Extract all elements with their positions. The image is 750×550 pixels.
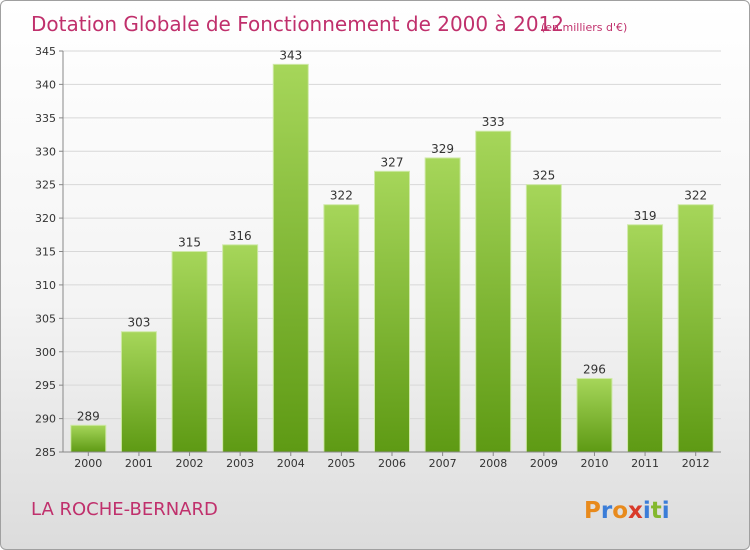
- y-tick-label: 285: [35, 446, 56, 459]
- y-tick-label: 315: [35, 246, 56, 259]
- data-label-2012: 322: [684, 189, 707, 203]
- y-tick-label: 345: [35, 45, 56, 58]
- proxiti-logo: Proxiti: [584, 498, 670, 524]
- x-tick-label-2007: 2007: [429, 457, 457, 470]
- x-tick-label-2000: 2000: [74, 457, 102, 470]
- data-label-2010: 296: [583, 362, 606, 376]
- bar-2003: [222, 244, 259, 453]
- bar-2009: [525, 184, 562, 453]
- bar-2007: [424, 157, 461, 453]
- data-label-2000: 289: [77, 409, 100, 423]
- logo-letter: i: [643, 498, 651, 524]
- y-tick-label: 295: [35, 379, 56, 392]
- bar-2012: [677, 204, 714, 453]
- y-tick-label: 325: [35, 179, 56, 192]
- x-tick-label-2005: 2005: [327, 457, 355, 470]
- logo-letter: x: [628, 498, 643, 524]
- y-tick-label: 310: [35, 279, 56, 292]
- y-tick-label: 320: [35, 212, 56, 225]
- data-label-2004: 343: [279, 48, 302, 62]
- y-tick-label: 305: [35, 312, 56, 325]
- x-tick-label-2001: 2001: [125, 457, 153, 470]
- bar-2005: [323, 204, 360, 453]
- bar-2001: [120, 331, 157, 453]
- chart-title: Dotation Globale de Fonctionnement de 20…: [31, 12, 564, 36]
- x-tick-label-2002: 2002: [176, 457, 204, 470]
- y-tick-label: 335: [35, 112, 56, 125]
- data-label-2001: 303: [127, 316, 150, 330]
- data-label-2011: 319: [634, 209, 657, 223]
- logo-letter: o: [612, 498, 628, 524]
- x-tick-label-2009: 2009: [530, 457, 558, 470]
- logo-letter: P: [584, 498, 601, 524]
- logo-letter: t: [651, 498, 662, 524]
- data-label-2006: 327: [381, 155, 404, 169]
- bar-2004: [272, 63, 309, 453]
- x-tick-label-2006: 2006: [378, 457, 406, 470]
- data-label-2007: 329: [431, 142, 454, 156]
- logo-letter: i: [662, 498, 670, 524]
- logo-letter: r: [601, 498, 613, 524]
- chart-subtitle: (en milliers d'€): [541, 21, 627, 34]
- x-tick-label-2012: 2012: [682, 457, 710, 470]
- x-tick-label-2011: 2011: [631, 457, 659, 470]
- x-tick-label-2003: 2003: [226, 457, 254, 470]
- data-label-2005: 322: [330, 189, 353, 203]
- axes: 285 290 295 300 305 310 315 320 325 330 335 340 345 2…: [35, 45, 721, 470]
- y-tick-label: 340: [35, 78, 56, 91]
- bar-2011: [627, 224, 664, 453]
- y-tick-label: 330: [35, 145, 56, 158]
- y-tick-label: 300: [35, 346, 56, 359]
- data-label-2009: 325: [532, 169, 555, 183]
- x-tick-label-2008: 2008: [479, 457, 507, 470]
- x-tick-label-2004: 2004: [277, 457, 305, 470]
- data-label-2008: 333: [482, 115, 505, 129]
- bar-2010: [576, 377, 613, 453]
- data-label-2003: 316: [229, 229, 252, 243]
- bar-2008: [475, 130, 512, 453]
- data-label-2002: 315: [178, 236, 201, 250]
- bar-2000: [70, 424, 107, 453]
- commune-name: LA ROCHE-BERNARD: [31, 499, 218, 520]
- y-tick-label: 290: [35, 413, 56, 426]
- bars: 289 303 315 316 343 322 327 329 333 325 296 319 322: [70, 48, 714, 453]
- bar-2006: [374, 170, 410, 453]
- x-tick-label-2010: 2010: [580, 457, 608, 470]
- bar-2002: [171, 251, 208, 453]
